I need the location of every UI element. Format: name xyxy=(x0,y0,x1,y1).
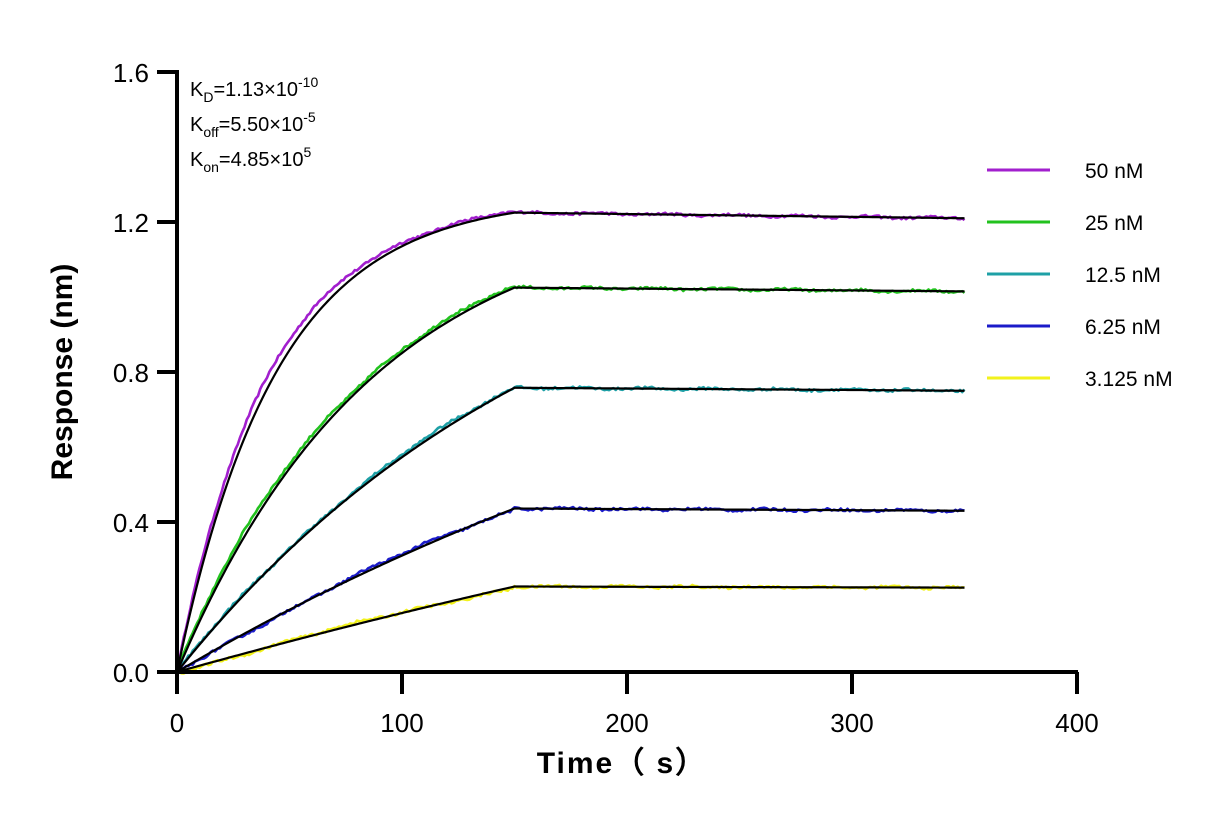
x-tick-label: 400 xyxy=(1055,708,1098,738)
fit-line-12.5-nm xyxy=(176,386,965,673)
legend-label: 25 nM xyxy=(1085,212,1143,235)
series-line-3.125-nm xyxy=(176,583,965,675)
kinetic-constant-label: Koff=5.50×10-5 xyxy=(190,109,316,140)
y-tick-label: 0.4 xyxy=(113,508,149,538)
x-axis-ticks: 0 100 200 300 400 xyxy=(170,672,1099,738)
kinetic-constant-label: KD=1.13×10-10 xyxy=(190,74,318,105)
x-tick-label: 0 xyxy=(170,708,184,738)
fit-line-50-nm xyxy=(175,211,965,673)
y-tick-label: 0.0 xyxy=(113,658,149,688)
fit-curves xyxy=(175,211,965,674)
series-line-12.5-nm xyxy=(175,384,966,673)
y-axis-title: Response (nm) xyxy=(46,264,79,481)
kinetic-constants: KD=1.13×10-10 Koff=5.50×10-5 Kon=4.85×105 xyxy=(190,74,318,175)
kinetic-constant-label: Kon=4.85×105 xyxy=(190,144,311,175)
fit-line-25-nm xyxy=(175,286,965,673)
legend-label: 12.5 nM xyxy=(1085,264,1161,287)
y-axis-ticks: 0.0 0.4 0.8 1.2 1.6 xyxy=(113,58,177,688)
series-line-25-nm xyxy=(175,284,966,673)
series-line-6.25-nm xyxy=(176,505,965,673)
legend-label: 50 nM xyxy=(1085,160,1143,183)
y-tick-label: 1.6 xyxy=(113,58,149,88)
y-tick-label: 0.8 xyxy=(113,358,149,388)
x-axis-title: Time（ s） xyxy=(537,746,708,780)
data-series xyxy=(175,209,966,675)
fit-line-3.125-nm xyxy=(176,585,965,674)
x-tick-label: 200 xyxy=(605,708,648,738)
fit-line-6.25-nm xyxy=(176,507,965,673)
y-tick-label: 1.2 xyxy=(113,208,149,238)
legend-label: 6.25 nM xyxy=(1085,316,1161,339)
x-tick-label: 300 xyxy=(830,708,873,738)
legend-label: 3.125 nM xyxy=(1085,368,1173,391)
x-tick-label: 100 xyxy=(380,708,423,738)
legend: 50 nM 25 nM 12.5 nM 6.25 nM 3.125 nM xyxy=(987,160,1173,391)
series-line-50-nm xyxy=(175,209,966,673)
